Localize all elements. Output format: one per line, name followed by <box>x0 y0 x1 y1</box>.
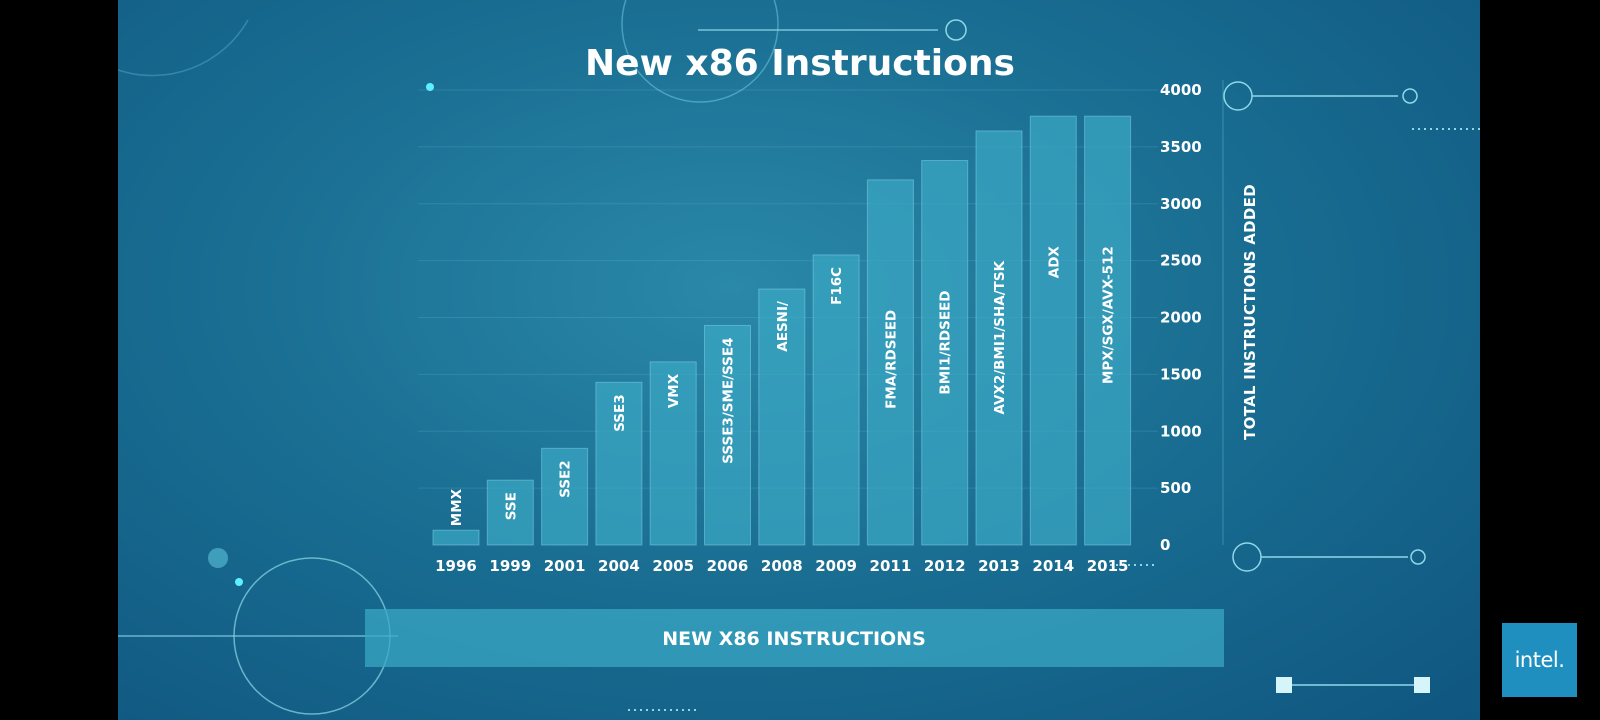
chart-bars <box>432 115 1132 546</box>
chart-x-axis: 1996 1999 2001 2004 2005 2006 2008 2009 2011 2012… <box>435 557 1128 575</box>
bar-label: VMX <box>666 373 682 408</box>
bar-2014 <box>1029 115 1077 546</box>
decor-square-right <box>1414 677 1430 693</box>
decor-circle-top <box>621 0 779 103</box>
bar-2005 <box>649 361 697 546</box>
bar-2006 <box>704 324 751 546</box>
y-axis-label: TOTAL INSTRUCTIONS ADDED <box>1241 184 1259 440</box>
chart-title: New x86 Instructions <box>585 43 1015 84</box>
y-tick-label: 2000 <box>1160 309 1202 327</box>
x-tick-label: 2004 <box>598 557 640 575</box>
decor-node-top <box>945 19 967 41</box>
chart-y-axis: 0 500 1000 1500 2000 2500 3000 3500 4000 <box>1160 81 1202 554</box>
bar-2012 <box>921 160 969 546</box>
bar-label: F16C <box>829 267 845 305</box>
decor-node-right-bottom-end <box>1410 549 1426 565</box>
x-tick-label: 2001 <box>544 557 586 575</box>
x-tick-label: 2011 <box>870 557 912 575</box>
y-tick-label: 3500 <box>1160 138 1202 156</box>
bar-2011 <box>866 179 914 546</box>
x-tick-label: 2006 <box>707 557 749 575</box>
bar-label: AVX2/BMI1/SHA/TSK <box>992 260 1008 414</box>
bar-2004 <box>595 381 643 546</box>
x-tick-label: 2005 <box>652 557 694 575</box>
y-tick-label: 4000 <box>1160 81 1202 99</box>
bar-2009 <box>812 254 860 546</box>
decor-square-left <box>1276 677 1292 693</box>
y-tick-label: 1500 <box>1160 365 1202 383</box>
bar-label: AESNI/ <box>775 301 791 352</box>
y-tick-label: 2500 <box>1160 252 1202 270</box>
x-tick-label: 1996 <box>435 557 477 575</box>
bar-2001 <box>541 447 589 546</box>
x-tick-label: 2015 <box>1087 557 1129 575</box>
x-tick-label: 2014 <box>1032 557 1074 575</box>
intel-logo: intel. <box>1502 623 1577 697</box>
chart-bar-labels: MMX SSE SSE2 SSE3 VMX SSSE3/SME/SSE4 AESNI/F16… <box>449 246 1117 527</box>
decorative-circuit-graphics <box>118 0 1480 715</box>
decor-dot-left-1 <box>208 548 228 568</box>
bar-2015 <box>1084 115 1132 546</box>
y-tick-label: 1000 <box>1160 422 1202 440</box>
y-tick-label: 0 <box>1160 536 1170 554</box>
bar-2013 <box>975 130 1023 546</box>
bar-label: SSE3 <box>612 394 628 431</box>
decor-node-right-top <box>1223 81 1253 111</box>
decor-node-right-bottom <box>1232 542 1262 572</box>
decor-arc-top-left <box>118 19 249 77</box>
bar-label: SSSE3/SME/SSE4 <box>721 337 737 463</box>
legend-banner-text: NEW X86 INSTRUCTIONS <box>662 628 926 650</box>
bar-chart: New x86 Instructions MMX SSE SSE2 SSE3 VMX SS… <box>118 0 1480 715</box>
bar-label: MPX/SGX/AVX-512 <box>1101 246 1117 384</box>
slide-background: New x86 Instructions MMX SSE SSE2 SSE3 VMX SS… <box>118 0 1480 720</box>
decor-node-right-top-end <box>1402 88 1418 104</box>
y-tick-label: 3000 <box>1160 195 1202 213</box>
x-tick-label: 2012 <box>924 557 966 575</box>
bar-label: ADX <box>1046 246 1062 279</box>
decor-dot-left-2 <box>235 578 243 586</box>
intel-logo-text: intel. <box>1514 648 1565 672</box>
bar-label: BMI1/RDSEED <box>938 291 954 395</box>
x-tick-label: 2009 <box>815 557 857 575</box>
decor-dot-top-left <box>426 83 434 91</box>
bar-1996 <box>432 529 480 546</box>
bar-label: MMX <box>449 488 465 526</box>
x-tick-label: 2008 <box>761 557 803 575</box>
bar-label: SSE <box>503 492 519 520</box>
y-tick-label: 500 <box>1160 479 1191 497</box>
bar-label: SSE2 <box>558 460 574 497</box>
legend-banner <box>365 609 1224 667</box>
x-tick-label: 2013 <box>978 557 1020 575</box>
bar-1999 <box>486 479 534 546</box>
x-tick-label: 1999 <box>489 557 531 575</box>
bar-2008 <box>758 288 806 546</box>
bar-label: FMA/RDSEED <box>883 310 899 409</box>
